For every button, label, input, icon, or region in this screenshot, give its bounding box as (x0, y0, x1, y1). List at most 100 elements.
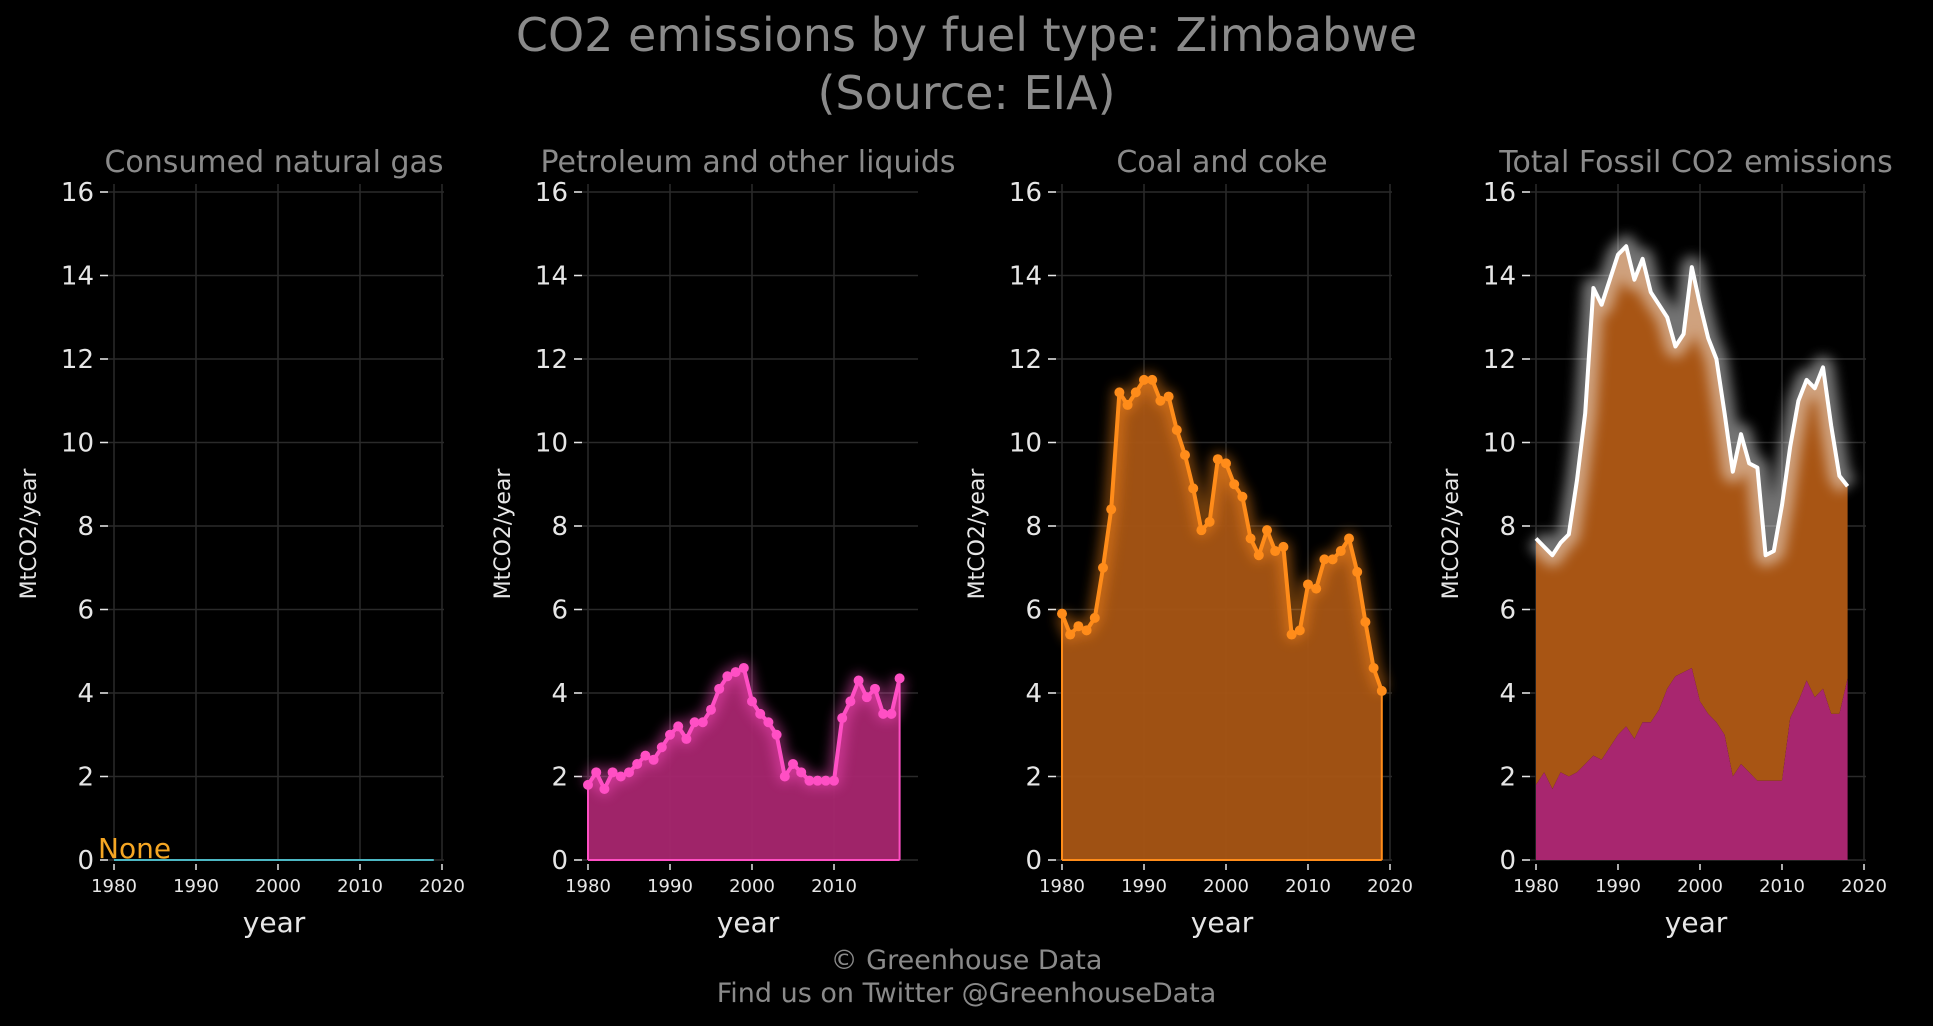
y-tick-label: 8 (551, 512, 568, 542)
y-tick-label: 8 (77, 512, 94, 542)
petroleum-data-point (829, 775, 839, 786)
y-tick-label: 6 (77, 596, 94, 626)
coal-data-point (1065, 629, 1076, 640)
x-tick-label: 2010 (1759, 876, 1805, 897)
petroleum-data-point (812, 775, 823, 786)
footer-twitter: Find us on Twitter @GreenhouseData (716, 978, 1217, 1009)
panel-petroleum: 0 2 4 6 8 10 12 14 16 1980 1990 2000 2010 Petroleum a… (491, 145, 956, 939)
x-tick-label: 2010 (811, 876, 857, 897)
coal-data-point (1229, 479, 1240, 490)
petroleum-data-point (796, 767, 807, 778)
x-axis-label: year (1191, 906, 1254, 939)
y-axis-label: MtCO2/year (1439, 468, 1464, 600)
x-tick-label: 1990 (1121, 876, 1167, 897)
y-tick-label: 0 (77, 846, 94, 876)
coal-data-point (1278, 541, 1289, 552)
coal-data-point (1106, 504, 1117, 515)
panel-title: Consumed natural gas (104, 145, 443, 180)
petroleum-data-point (656, 742, 667, 753)
coal-data-point (1212, 454, 1223, 465)
coal-data-point (1057, 608, 1067, 619)
coal-data-point (1376, 685, 1387, 696)
y-axis-label: MtCO2/year (491, 468, 516, 600)
petroleum-data-point (747, 696, 757, 707)
y-tick-label: 12 (1483, 345, 1516, 375)
y-tick-label: 12 (1009, 345, 1042, 375)
title-line-2: (Source: EIA) (817, 66, 1116, 120)
x-tick-label: 1980 (565, 876, 611, 897)
y-tick-label: 10 (61, 429, 94, 459)
y-tick-label: 0 (1499, 846, 1516, 876)
panel-title: Coal and coke (1116, 145, 1327, 180)
coal-data-point (1204, 516, 1215, 527)
coal-data-point (1139, 374, 1149, 385)
y-tick-label: 4 (77, 679, 94, 709)
x-tick-label: 1990 (647, 876, 693, 897)
petroleum-data-point (665, 729, 675, 740)
x-tick-label: 1990 (1595, 876, 1641, 897)
petroleum-data-point (779, 771, 790, 782)
footer-credit: © Greenhouse Data (830, 945, 1103, 976)
petroleum-data-point (845, 696, 856, 707)
x-tick-label: 1980 (1513, 876, 1559, 897)
petroleum-data-point (861, 692, 872, 703)
petroleum-data-point (771, 729, 782, 740)
petroleum-data-point (730, 667, 741, 678)
coal-data-point (1270, 546, 1281, 557)
x-tick-label: 2020 (419, 876, 465, 897)
panel-total: 0 2 4 6 8 10 12 14 16 1980 1990 2000 2010 2020 Total F… (1439, 145, 1893, 939)
y-tick-label: 12 (61, 345, 94, 375)
coal-data-point (1303, 579, 1313, 590)
title-line-1: CO2 emissions by fuel type: Zimbabwe (515, 8, 1418, 62)
x-tick-label: 2020 (1841, 876, 1887, 897)
y-tick-label: 8 (1499, 512, 1516, 542)
y-tick-label: 6 (1025, 596, 1042, 626)
petroleum-data-point (607, 767, 618, 778)
panel-coal: 0 2 4 6 8 10 12 14 16 1980 1990 2000 2010 2020 Coal an… (965, 145, 1413, 939)
x-tick-label: 2000 (1203, 876, 1249, 897)
petroleum-data-point (788, 758, 798, 769)
coal-data-point (1262, 525, 1272, 536)
y-tick-label: 2 (1499, 763, 1516, 793)
petroleum-data-point (583, 779, 593, 790)
coal-area (1062, 379, 1382, 860)
coal-data-point (1352, 566, 1363, 577)
x-tick-label: 1990 (173, 876, 219, 897)
y-tick-label: 8 (1025, 512, 1042, 542)
y-tick-label: 6 (1499, 596, 1516, 626)
petroleum-data-point (837, 713, 848, 724)
coal-data-point (1130, 387, 1141, 398)
y-axis-label: MtCO2/year (965, 468, 990, 600)
coal-data-point (1294, 625, 1305, 636)
x-axis-label: year (1665, 906, 1728, 939)
y-tick-label: 14 (61, 262, 94, 292)
petroleum-data-point (591, 767, 602, 778)
chart-title: CO2 emissions by fuel type: Zimbabwe (So… (0, 6, 1933, 122)
petroleum-data-point (886, 708, 897, 719)
x-tick-label: 1980 (1039, 876, 1085, 897)
petroleum-data-point (681, 733, 692, 744)
petroleum-data-point (820, 775, 831, 786)
coal-data-point (1335, 546, 1346, 557)
y-tick-label: 16 (1009, 178, 1042, 208)
petroleum-data-point (894, 673, 905, 684)
petroleum-data-point (870, 683, 880, 694)
coal-data-point (1221, 458, 1231, 469)
y-tick-label: 12 (535, 345, 568, 375)
none-annotation: None (98, 832, 171, 865)
coal-data-point (1368, 662, 1379, 673)
x-tick-label: 2010 (337, 876, 383, 897)
panel-title: Total Fossil CO2 emissions (1498, 145, 1892, 180)
y-tick-label: 10 (535, 429, 568, 459)
coal-data-point (1196, 525, 1207, 536)
y-tick-label: 2 (551, 763, 568, 793)
x-axis-label: year (243, 906, 306, 939)
x-tick-label: 1980 (91, 876, 137, 897)
coal-data-point (1147, 374, 1158, 385)
petroleum-data-point (697, 717, 708, 728)
y-tick-label: 2 (77, 763, 94, 793)
panel-title: Petroleum and other liquids (540, 145, 955, 180)
coal-data-point (1286, 629, 1297, 640)
x-tick-label: 2000 (255, 876, 301, 897)
petroleum-data-point (878, 708, 889, 719)
